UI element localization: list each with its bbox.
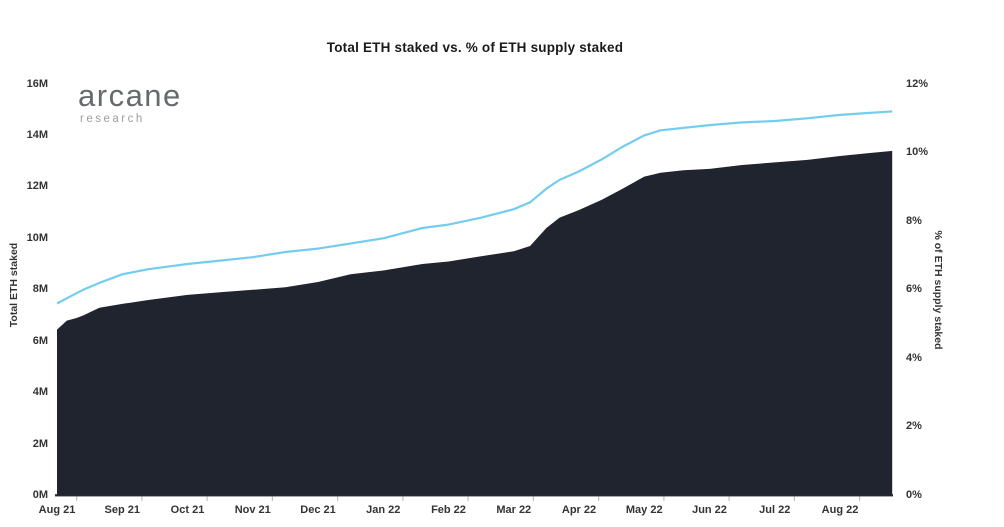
arcane-logo-brand: arcane: [78, 78, 182, 113]
tick-label: 8%: [906, 214, 922, 227]
supply-staked-line-series: [56, 110, 893, 305]
tick-label: 2%: [906, 420, 922, 433]
tick-label: May 22: [625, 504, 663, 516]
tick-label: Aug 21: [38, 504, 76, 516]
tick-label: Dec 21: [300, 504, 336, 516]
x-axis-tick-mark: [467, 496, 469, 501]
tick-label: 4M: [32, 386, 48, 399]
x-axis-tick-mark: [271, 496, 273, 501]
tick-label: 0%: [906, 489, 922, 501]
x-axis-tick-mark: [598, 496, 600, 501]
x-axis-tick-mark: [402, 496, 404, 501]
tick-label: 10M: [26, 231, 48, 244]
tick-label: Feb 22: [431, 504, 466, 516]
x-axis-tick-mark: [206, 496, 208, 501]
tick-label: 14M: [26, 128, 48, 141]
eth-staked-area-series: [57, 150, 893, 496]
tick-label: Apr 22: [561, 504, 597, 516]
tick-label: 2M: [32, 437, 48, 450]
tick-label: 8M: [32, 283, 48, 296]
tick-label: Sep 21: [104, 504, 140, 516]
x-axis-tick-mark: [141, 496, 143, 501]
x-axis-tick-mark: [76, 496, 78, 501]
tick-label: Jan 22: [366, 504, 401, 516]
tick-label: Oct 21: [170, 504, 205, 516]
x-axis-tick-mark: [532, 496, 534, 501]
tick-label: Aug 22: [821, 504, 859, 516]
tick-label: Nov 21: [234, 504, 271, 516]
tick-label: Jun 22: [692, 504, 727, 516]
arcane-logo-subtitle: research: [80, 113, 145, 125]
tick-label: 0M: [32, 489, 48, 501]
x-axis-tick-mark: [859, 496, 861, 501]
tick-label: Jul 22: [759, 504, 791, 516]
tick-label: Mar 22: [496, 504, 532, 516]
tick-label: 10%: [906, 146, 929, 159]
chart-title: Total ETH staked vs. % of ETH supply sta…: [326, 40, 624, 55]
tick-label: 12M: [26, 180, 48, 193]
x-axis-tick-mark: [728, 496, 730, 501]
tick-label: 6M: [32, 334, 48, 347]
tick-label: 16M: [26, 77, 48, 90]
x-axis-line: [55, 494, 893, 497]
arcane-logo: arcane research: [78, 80, 182, 126]
tick-label: 12%: [906, 77, 929, 90]
tick-label: 6%: [906, 283, 922, 296]
tick-label: 4%: [906, 351, 922, 364]
x-axis-tick-mark: [663, 496, 665, 501]
x-axis-tick-mark: [337, 496, 339, 501]
x-axis-tick-mark: [793, 496, 795, 501]
